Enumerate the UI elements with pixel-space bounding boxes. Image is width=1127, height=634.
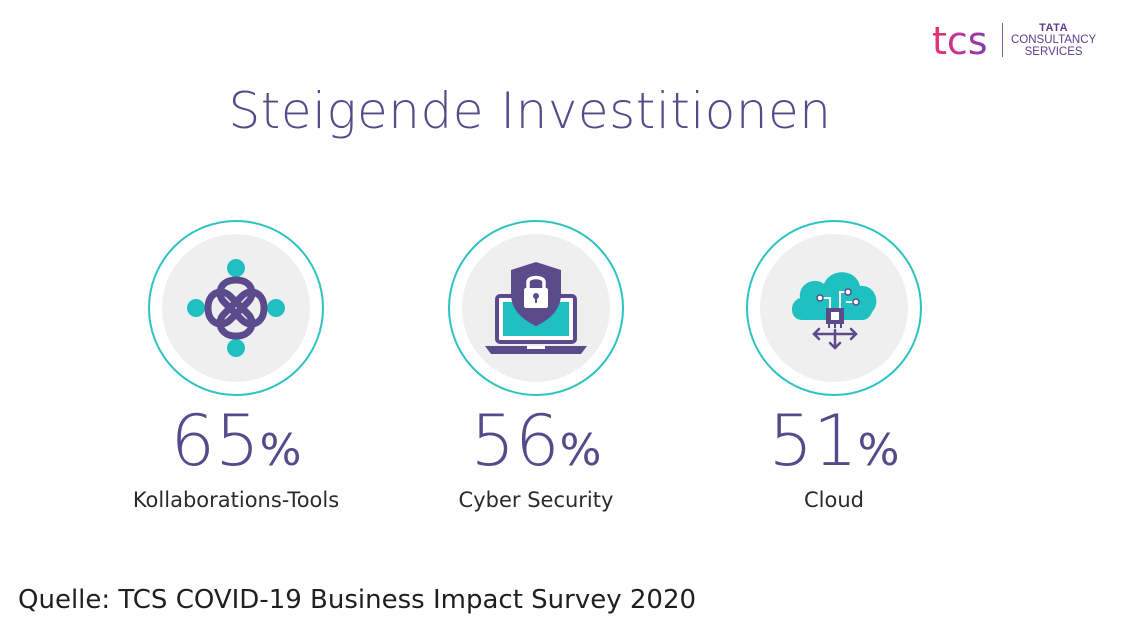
cloud-chip-icon	[791, 272, 877, 350]
stat-value: 51	[768, 400, 858, 482]
logo-divider	[1002, 23, 1003, 57]
laptop-lock-icon	[485, 262, 587, 354]
stat-cloud: 51% Cloud	[684, 220, 984, 512]
logo-tata: TATA	[1039, 22, 1069, 34]
logo-services: SERVICES	[1024, 46, 1083, 58]
stat-label: Cyber Security	[458, 488, 614, 512]
logo-wordmark: TATA CONSULTANCY SERVICES	[1011, 22, 1096, 58]
stat-label: Cloud	[804, 488, 864, 512]
stat-unit: %	[259, 425, 302, 476]
icon-circle	[148, 220, 324, 396]
stat-unit: %	[559, 425, 602, 476]
icon-circle	[746, 220, 922, 396]
tcs-logo: tcs TATA CONSULTANCY SERVICES	[930, 14, 1115, 66]
svg-text:tcs: tcs	[932, 19, 988, 62]
stat-value: 65	[170, 400, 260, 482]
stat-label: Kollaborations-Tools	[132, 488, 340, 512]
stat-value: 56	[470, 400, 560, 482]
stat-collaboration: 65% Kollaborations-Tools	[86, 220, 386, 512]
tcs-logo-mark: tcs	[932, 19, 988, 62]
source-note: Quelle: TCS COVID-19 Business Impact Sur…	[18, 585, 697, 615]
logo-consultancy: CONSULTANCY	[1011, 34, 1097, 46]
collaboration-icon	[187, 259, 285, 357]
stat-unit: %	[857, 425, 900, 476]
icon-circle	[448, 220, 624, 396]
stat-cyber-security: 56% Cyber Security	[386, 220, 686, 512]
page-title: Steigende Investitionen	[228, 82, 832, 140]
